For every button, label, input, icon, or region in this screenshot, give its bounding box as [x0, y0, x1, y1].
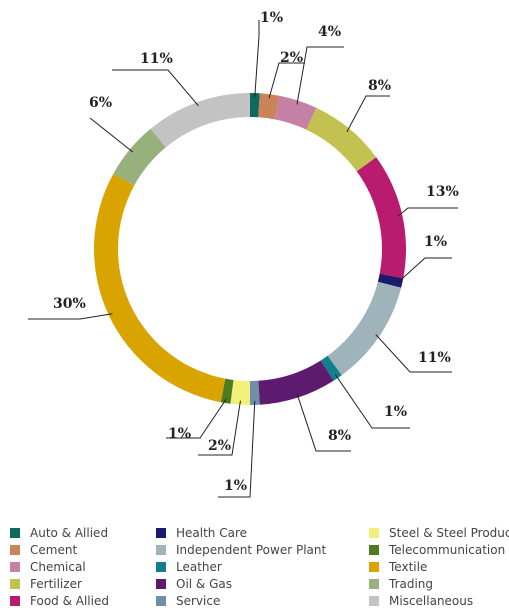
legend-swatch — [369, 544, 379, 555]
legend-item: Telecommunication — [369, 541, 509, 558]
legend-swatch — [10, 544, 20, 555]
legend-label: Health Care — [176, 525, 248, 540]
slice-chemical — [274, 95, 317, 130]
data-label: 2% — [208, 438, 231, 454]
leader-line — [268, 62, 305, 99]
legend-item: Oil & Gas — [156, 575, 326, 592]
legend-column: Steel & Steel Products Telecommunication T… — [369, 524, 509, 609]
slice-auto-allied — [250, 93, 260, 118]
leader-line — [254, 20, 260, 98]
legend-item: Food & Allied — [10, 592, 109, 609]
legend-swatch — [10, 561, 20, 572]
legend-column: Auto & Allied Cement Chemical Fertilizer Foo… — [10, 524, 109, 609]
legend-swatch — [156, 544, 166, 555]
leader-line — [296, 393, 351, 452]
slice-textile — [93, 173, 226, 403]
legend-item: Independent Power Plant — [156, 541, 326, 558]
slice-steel-steel-products — [230, 379, 250, 406]
leader-line — [398, 207, 458, 217]
leader-line — [112, 69, 199, 107]
legend-label: Steel & Steel Products — [389, 525, 509, 540]
legend-label: Trading — [389, 576, 434, 591]
legend-item: Chemical — [10, 558, 109, 575]
data-label: 8% — [368, 78, 391, 94]
legend-item: Service — [156, 592, 326, 609]
leader-line — [398, 257, 452, 283]
legend-swatch — [369, 527, 379, 538]
legend-item: Miscellaneous — [369, 592, 509, 609]
slice-cement — [258, 93, 280, 120]
legend-item: Auto & Allied — [10, 524, 109, 541]
leader-line — [166, 398, 227, 439]
leader-line — [296, 46, 344, 105]
data-label: 1% — [384, 404, 407, 420]
leader-line — [335, 374, 410, 429]
data-label: 1% — [260, 10, 283, 26]
legend-item: Health Care — [156, 524, 326, 541]
legend-swatch — [156, 578, 166, 589]
data-label: 30% — [53, 296, 86, 312]
legend-label: Service — [176, 593, 221, 608]
slice-trading — [113, 128, 166, 186]
slice-fertilizer — [306, 107, 377, 172]
data-label: 1% — [168, 426, 191, 442]
legend-swatch — [369, 595, 379, 606]
legend-swatch — [10, 595, 20, 606]
slice-oil-gas — [258, 360, 334, 405]
leader-line — [198, 400, 241, 456]
data-label: 11% — [140, 51, 173, 67]
legend-swatch — [156, 527, 166, 538]
legend-column: Health Care Independent Power Plant Leathe… — [156, 524, 326, 609]
legend-item: Fertilizer — [10, 575, 109, 592]
legend-label: Oil & Gas — [176, 576, 233, 591]
slice-leather — [320, 355, 342, 381]
legend-item: Steel & Steel Products — [369, 524, 509, 541]
donut-chart: 1% 2% 4% 8% 13% 1% 11% 1% 8% 1% 2% 1% 30% 6% 11% — [28, 10, 459, 498]
data-label: 2% — [280, 50, 303, 66]
slice-food-allied — [356, 157, 407, 279]
legend-label: Telecommunication — [389, 542, 506, 557]
slice-health-care — [377, 273, 404, 288]
slice-service — [250, 380, 260, 405]
legend-label: Textile — [389, 559, 428, 574]
leader-line — [375, 334, 452, 373]
legend-label: Independent Power Plant — [176, 542, 327, 557]
data-label: 8% — [328, 428, 351, 444]
legend-label: Auto & Allied — [30, 525, 109, 540]
legend-label: Chemical — [30, 559, 86, 574]
legend-label: Food & Allied — [30, 593, 109, 608]
legend-item: Trading — [369, 575, 509, 592]
legend-swatch — [156, 595, 166, 606]
legend-swatch — [369, 578, 379, 589]
leader-line — [346, 95, 390, 133]
legend-swatch — [369, 561, 379, 572]
legend: Auto & Allied Cement Chemical Fertilizer Foo… — [10, 524, 509, 611]
data-label: 6% — [89, 95, 112, 111]
legend-item: Leather — [156, 558, 326, 575]
slice-independent-power-plant — [327, 281, 402, 376]
data-label: 11% — [418, 350, 451, 366]
data-label: 4% — [318, 24, 341, 40]
legend-swatch — [10, 527, 20, 538]
legend-swatch — [156, 561, 166, 572]
legend-item: Cement — [10, 541, 109, 558]
legend-label: Cement — [30, 542, 78, 557]
leader-line — [28, 313, 113, 320]
legend-swatch — [10, 578, 20, 589]
data-label: 13% — [426, 184, 459, 200]
leader-line — [89, 117, 134, 153]
legend-label: Fertilizer — [30, 576, 82, 591]
slice-miscellaneous — [150, 93, 250, 148]
leader-line — [218, 400, 256, 498]
legend-label: Miscellaneous — [389, 593, 474, 608]
slice-telecommunication — [220, 378, 234, 404]
legend-item: Textile — [369, 558, 509, 575]
data-label: 1% — [424, 234, 447, 250]
data-label: 1% — [224, 478, 247, 494]
legend-label: Leather — [176, 559, 222, 574]
